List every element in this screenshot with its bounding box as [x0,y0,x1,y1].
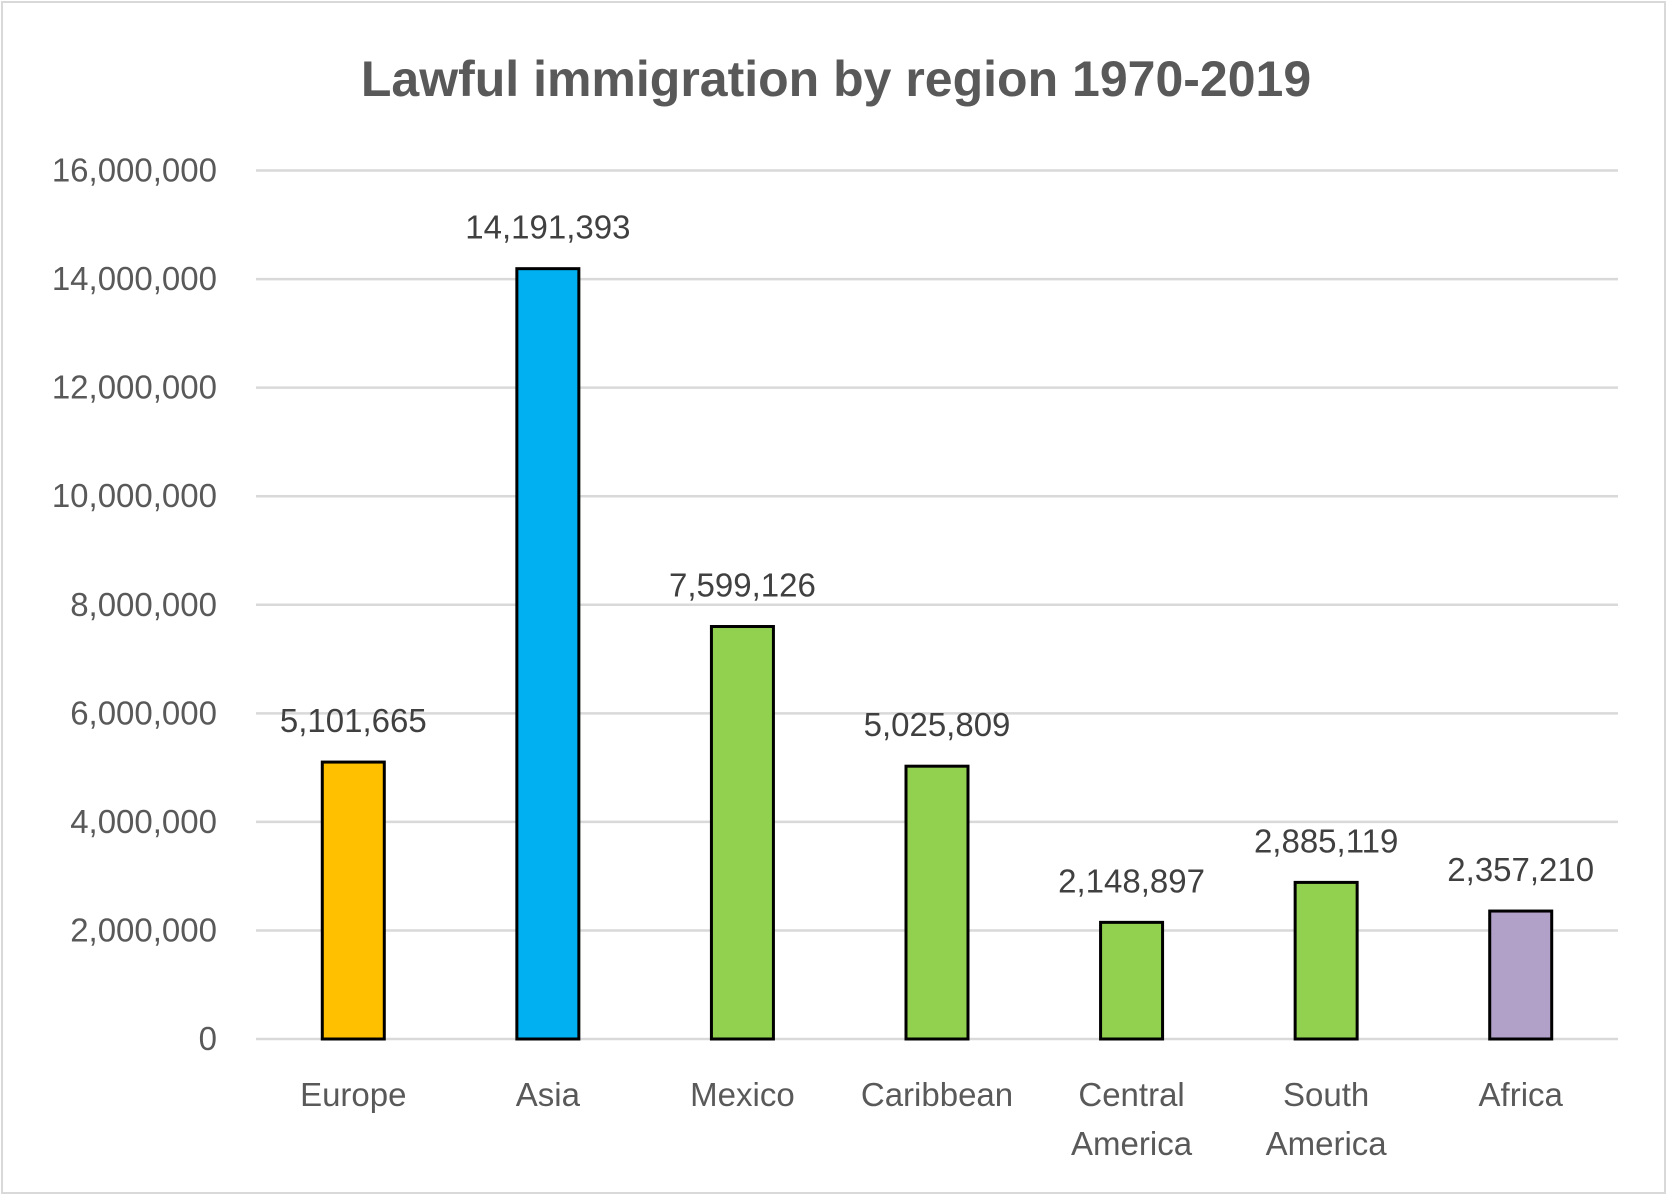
bar [1099,920,1165,1041]
x-category-label: South [1283,1076,1369,1113]
data-label: 2,148,897 [1058,862,1205,899]
y-tick-label: 6,000,000 [70,694,217,731]
y-tick-label: 8,000,000 [70,586,217,623]
data-label: 14,191,393 [465,209,630,246]
bar [515,267,581,1041]
x-category-label: America [1266,1125,1388,1162]
data-label: 2,885,119 [1254,822,1398,859]
y-tick-label: 4,000,000 [70,803,217,840]
y-tick-label: 14,000,000 [52,260,217,297]
data-label: 2,357,210 [1447,851,1594,888]
data-label: 5,025,809 [864,706,1011,743]
bar [904,764,970,1041]
x-category-label: Mexico [690,1076,795,1113]
data-label: 7,599,126 [669,567,816,604]
y-tick-label: 2,000,000 [70,911,217,948]
bar [320,760,386,1041]
x-category-label: Caribbean [861,1076,1013,1113]
y-tick-label: 10,000,000 [52,477,217,514]
x-category-label: Africa [1479,1076,1564,1113]
x-category-label: America [1071,1125,1193,1162]
bar [709,625,775,1041]
y-tick-label: 12,000,000 [52,369,217,406]
x-category-label: Central [1078,1076,1184,1113]
y-tick-label: 16,000,000 [52,152,217,189]
data-label: 5,101,665 [280,702,427,739]
x-category-label: Europe [300,1076,406,1113]
y-tick-label: 0 [199,1020,217,1057]
x-category-label: Asia [516,1076,581,1113]
bar [1488,909,1554,1041]
bar [1293,880,1359,1041]
chart-title: Lawful immigration by region 1970-2019 [361,51,1311,107]
